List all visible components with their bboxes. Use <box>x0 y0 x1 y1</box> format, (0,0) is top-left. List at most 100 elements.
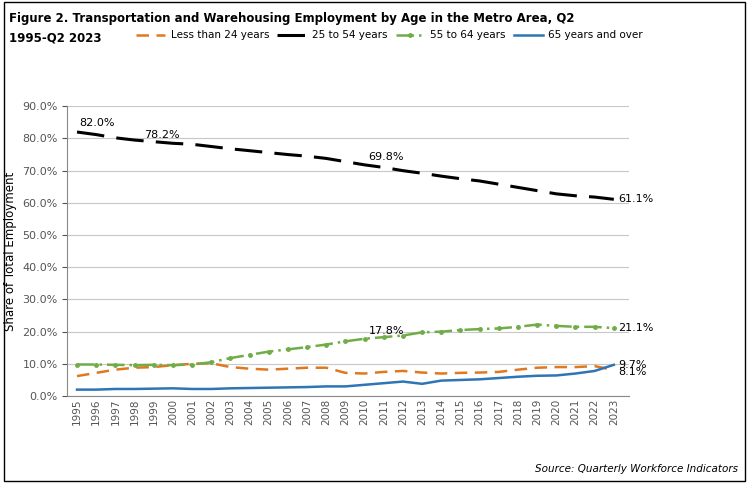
Line: 25 to 54 years: 25 to 54 years <box>77 132 614 199</box>
Less than 24 years <box>590 363 599 369</box>
Less than 24 years <box>130 365 139 370</box>
25 to 54 years <box>552 191 561 197</box>
65 years and over <box>398 379 407 384</box>
55 to 64 years <box>226 355 235 361</box>
55 to 64 years <box>245 352 254 358</box>
25 to 54 years <box>610 197 619 202</box>
Less than 24 years <box>341 370 350 376</box>
65 years and over <box>379 380 388 386</box>
25 to 54 years <box>130 137 139 143</box>
65 years and over <box>322 384 331 389</box>
25 to 54 years <box>590 194 599 200</box>
25 to 54 years <box>207 143 216 149</box>
55 to 64 years <box>187 362 196 368</box>
55 to 64 years <box>264 349 273 355</box>
Less than 24 years <box>514 367 523 372</box>
Less than 24 years <box>226 364 235 370</box>
65 years and over <box>111 386 120 392</box>
25 to 54 years <box>571 193 580 199</box>
Less than 24 years <box>533 365 542 370</box>
Less than 24 years <box>571 364 580 370</box>
65 years and over <box>475 376 484 382</box>
55 to 64 years <box>610 325 619 331</box>
Less than 24 years <box>552 364 561 370</box>
65 years and over <box>187 386 196 392</box>
25 to 54 years <box>475 178 484 184</box>
Y-axis label: Share of Total Employment: Share of Total Employment <box>4 171 16 331</box>
55 to 64 years <box>398 333 407 339</box>
25 to 54 years <box>91 132 100 138</box>
Text: 61.1%: 61.1% <box>619 194 654 204</box>
25 to 54 years <box>283 152 292 157</box>
65 years and over <box>533 373 542 379</box>
65 years and over <box>207 386 216 392</box>
55 to 64 years <box>149 362 158 368</box>
25 to 54 years <box>398 168 407 173</box>
Less than 24 years <box>169 362 178 368</box>
25 to 54 years <box>322 156 331 161</box>
65 years and over <box>283 384 292 390</box>
55 to 64 years <box>456 327 465 333</box>
25 to 54 years <box>514 185 523 190</box>
Less than 24 years <box>360 370 369 376</box>
65 years and over <box>264 385 273 391</box>
25 to 54 years <box>494 181 503 187</box>
Text: Source: Quarterly Workforce Indicators: Source: Quarterly Workforce Indicators <box>535 464 738 474</box>
65 years and over <box>418 381 427 387</box>
55 to 64 years <box>130 362 139 368</box>
65 years and over <box>341 384 350 389</box>
Less than 24 years <box>303 365 312 370</box>
65 years and over <box>73 387 82 393</box>
25 to 54 years <box>379 165 388 170</box>
65 years and over <box>437 378 446 384</box>
Less than 24 years <box>91 370 100 376</box>
65 years and over <box>245 385 254 391</box>
55 to 64 years <box>494 326 503 331</box>
55 to 64 years <box>533 322 542 327</box>
55 to 64 years <box>418 329 427 335</box>
55 to 64 years <box>73 362 82 368</box>
65 years and over <box>571 370 580 376</box>
Less than 24 years <box>379 369 388 375</box>
65 years and over <box>610 362 619 368</box>
25 to 54 years <box>226 146 235 152</box>
55 to 64 years <box>303 344 312 350</box>
Text: 69.8%: 69.8% <box>369 152 404 162</box>
Less than 24 years <box>494 369 503 375</box>
25 to 54 years <box>187 142 196 147</box>
65 years and over <box>91 387 100 393</box>
Text: 1995-Q2 2023: 1995-Q2 2023 <box>9 31 101 44</box>
25 to 54 years <box>245 148 254 154</box>
Line: 55 to 64 years: 55 to 64 years <box>75 323 616 367</box>
65 years and over <box>226 385 235 391</box>
65 years and over <box>303 384 312 390</box>
Less than 24 years <box>245 366 254 371</box>
Less than 24 years <box>283 366 292 371</box>
65 years and over <box>552 372 561 378</box>
Line: Less than 24 years: Less than 24 years <box>77 363 614 376</box>
25 to 54 years <box>418 170 427 176</box>
55 to 64 years <box>341 339 350 344</box>
55 to 64 years <box>590 324 599 330</box>
Less than 24 years <box>207 360 216 366</box>
65 years and over <box>514 374 523 380</box>
Less than 24 years <box>73 373 82 379</box>
Less than 24 years <box>264 367 273 372</box>
55 to 64 years <box>437 329 446 335</box>
25 to 54 years <box>360 162 369 168</box>
65 years and over <box>149 386 158 392</box>
25 to 54 years <box>533 188 542 194</box>
Text: 78.2%: 78.2% <box>144 130 180 141</box>
Less than 24 years <box>475 369 484 375</box>
55 to 64 years <box>111 362 120 368</box>
Text: 17.8%: 17.8% <box>369 326 404 336</box>
25 to 54 years <box>73 129 82 135</box>
25 to 54 years <box>437 173 446 179</box>
Less than 24 years <box>418 369 427 375</box>
Less than 24 years <box>437 370 446 376</box>
Less than 24 years <box>398 368 407 374</box>
65 years and over <box>456 377 465 383</box>
55 to 64 years <box>322 341 331 347</box>
Legend: Less than 24 years, 25 to 54 years, 55 to 64 years, 65 years and over: Less than 24 years, 25 to 54 years, 55 t… <box>136 30 643 40</box>
55 to 64 years <box>91 362 100 368</box>
